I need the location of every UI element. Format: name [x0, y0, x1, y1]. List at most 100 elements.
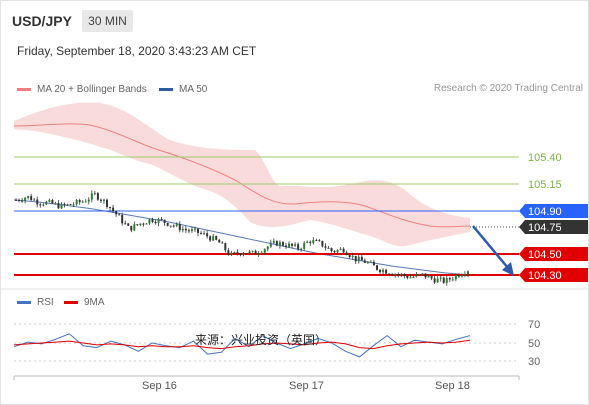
- candle-body: [127, 223, 130, 226]
- candle-body: [190, 229, 193, 232]
- ma50-swatch-icon: [159, 87, 173, 91]
- candle-body: [369, 261, 372, 263]
- candle-body: [230, 252, 233, 255]
- candle-body: [224, 243, 227, 251]
- candle-body: [467, 271, 469, 275]
- candle-body: [345, 252, 348, 255]
- candle-body: [24, 197, 27, 201]
- candle-body: [139, 223, 142, 225]
- candle-body: [236, 252, 239, 254]
- level-label-104-75: 104.75: [528, 222, 562, 234]
- candle-body: [248, 251, 251, 254]
- candle-body: [39, 204, 42, 206]
- candle-body: [254, 250, 257, 255]
- candle-body: [197, 228, 200, 233]
- timeframe-button[interactable]: 30 MIN: [82, 10, 133, 32]
- legend-bollinger: MA 20 + Bollinger Bands: [17, 84, 147, 95]
- candle-body: [121, 215, 124, 224]
- candle-body: [257, 253, 260, 255]
- candle-body: [360, 256, 363, 261]
- candle-body: [269, 242, 272, 247]
- ma50-line: [13, 199, 471, 276]
- candle-body: [227, 250, 230, 255]
- candle-body: [315, 240, 318, 242]
- candle-body: [306, 241, 309, 243]
- candle-body: [412, 276, 415, 278]
- candle-body: [118, 214, 121, 216]
- candle-body: [78, 200, 81, 203]
- candle-body: [303, 242, 306, 249]
- candle-body: [157, 219, 160, 224]
- legend-ma50-label: MA 50: [179, 84, 208, 95]
- candle-body: [84, 201, 87, 203]
- candle-body: [418, 274, 421, 276]
- rsi-ma-line: [13, 339, 471, 350]
- bollinger-middle: [13, 123, 471, 228]
- candle-body: [454, 274, 457, 280]
- candle-body: [130, 225, 133, 231]
- candle-body: [112, 207, 115, 212]
- candle-body: [354, 255, 357, 262]
- candle-body: [351, 255, 354, 258]
- level-label-105-40: 105.40: [528, 152, 562, 164]
- candle-body: [151, 219, 154, 222]
- candle-body: [93, 193, 96, 195]
- candle-body: [436, 278, 439, 283]
- candle-body: [30, 196, 33, 201]
- candle-body: [193, 228, 196, 230]
- candle-body: [54, 202, 57, 204]
- candle-body: [336, 249, 339, 253]
- candle-body: [327, 247, 330, 249]
- candle-body: [203, 233, 206, 235]
- candle-body: [181, 228, 184, 231]
- candle-body: [48, 199, 51, 202]
- candle-body: [18, 199, 21, 201]
- x-tick-sep16: Sep 16: [142, 380, 177, 392]
- candle-body: [409, 277, 412, 279]
- level-label-104-90: 104.90: [528, 206, 562, 218]
- level-tag-104-75: [519, 220, 588, 234]
- candle-body: [294, 244, 297, 246]
- rsi-tick-50: 50: [528, 338, 540, 350]
- candle-body: [263, 249, 266, 253]
- candle-body: [375, 265, 378, 270]
- level-label-104-30: 104.30: [528, 270, 562, 282]
- candle-body: [115, 211, 118, 215]
- candle-body: [284, 245, 287, 247]
- candle-body: [242, 253, 245, 255]
- candle-body: [415, 274, 418, 277]
- legend-rsi: RSI: [17, 297, 54, 308]
- candle-body: [245, 253, 248, 255]
- candle-body: [215, 236, 218, 240]
- candle-body: [391, 274, 394, 276]
- candle-body: [424, 273, 427, 278]
- candle-body: [318, 240, 321, 242]
- candle-body: [451, 279, 454, 281]
- rsi-ma-swatch-icon: [64, 300, 78, 304]
- candle-body: [184, 228, 187, 231]
- candle-body: [154, 221, 157, 224]
- candle-body: [45, 201, 48, 205]
- candle-body: [136, 224, 139, 226]
- candle-body: [99, 199, 102, 201]
- candle-body: [75, 200, 78, 205]
- candle-body: [281, 242, 284, 246]
- candle-body: [187, 230, 190, 232]
- bollinger-swatch-icon: [17, 87, 31, 91]
- candle-body: [300, 248, 303, 250]
- candle-body: [457, 274, 460, 277]
- candle-body: [400, 274, 403, 276]
- candle-body: [21, 200, 24, 202]
- candle-body: [421, 273, 424, 275]
- candle-body: [218, 239, 221, 243]
- candle-body: [445, 278, 448, 283]
- forecast-arrow: [472, 225, 509, 269]
- candle-body: [342, 248, 345, 253]
- candle-body: [330, 248, 333, 252]
- candle-body: [221, 242, 224, 244]
- symbol-title: USD/JPY: [12, 13, 72, 29]
- credit-text: Research © 2020 Trading Central: [433, 83, 583, 94]
- candle-body: [233, 252, 236, 254]
- candle-body: [348, 254, 351, 258]
